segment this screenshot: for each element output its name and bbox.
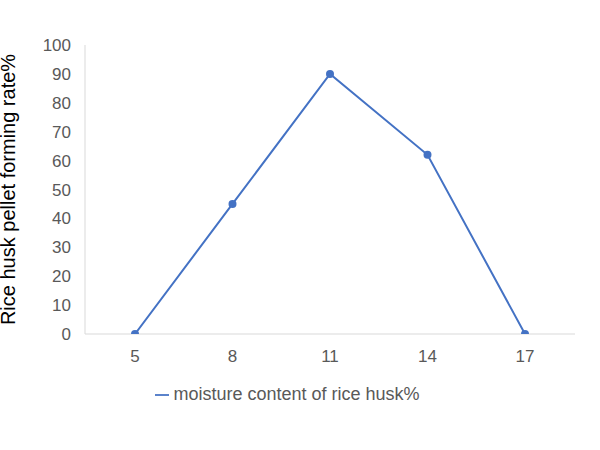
- svg-text:0: 0: [62, 325, 71, 344]
- svg-text:100: 100: [43, 36, 71, 55]
- svg-text:11: 11: [321, 347, 339, 366]
- svg-text:90: 90: [52, 65, 71, 84]
- svg-text:20: 20: [52, 267, 71, 286]
- svg-text:70: 70: [52, 123, 71, 142]
- svg-text:40: 40: [52, 209, 71, 228]
- svg-text:50: 50: [52, 181, 71, 200]
- svg-text:8: 8: [228, 347, 237, 366]
- svg-text:Rice husk pellet forming rate%: Rice husk pellet forming rate%: [8, 54, 19, 325]
- svg-text:80: 80: [52, 94, 71, 113]
- svg-text:10: 10: [52, 296, 71, 315]
- svg-text:5: 5: [130, 347, 139, 366]
- svg-text:17: 17: [516, 347, 535, 366]
- svg-text:30: 30: [52, 238, 71, 257]
- svg-text:60: 60: [52, 152, 71, 171]
- html-text:moisture content of rice husk%: moisture content of rice husk%: [173, 384, 420, 404]
- svg-text:14: 14: [418, 347, 437, 366]
